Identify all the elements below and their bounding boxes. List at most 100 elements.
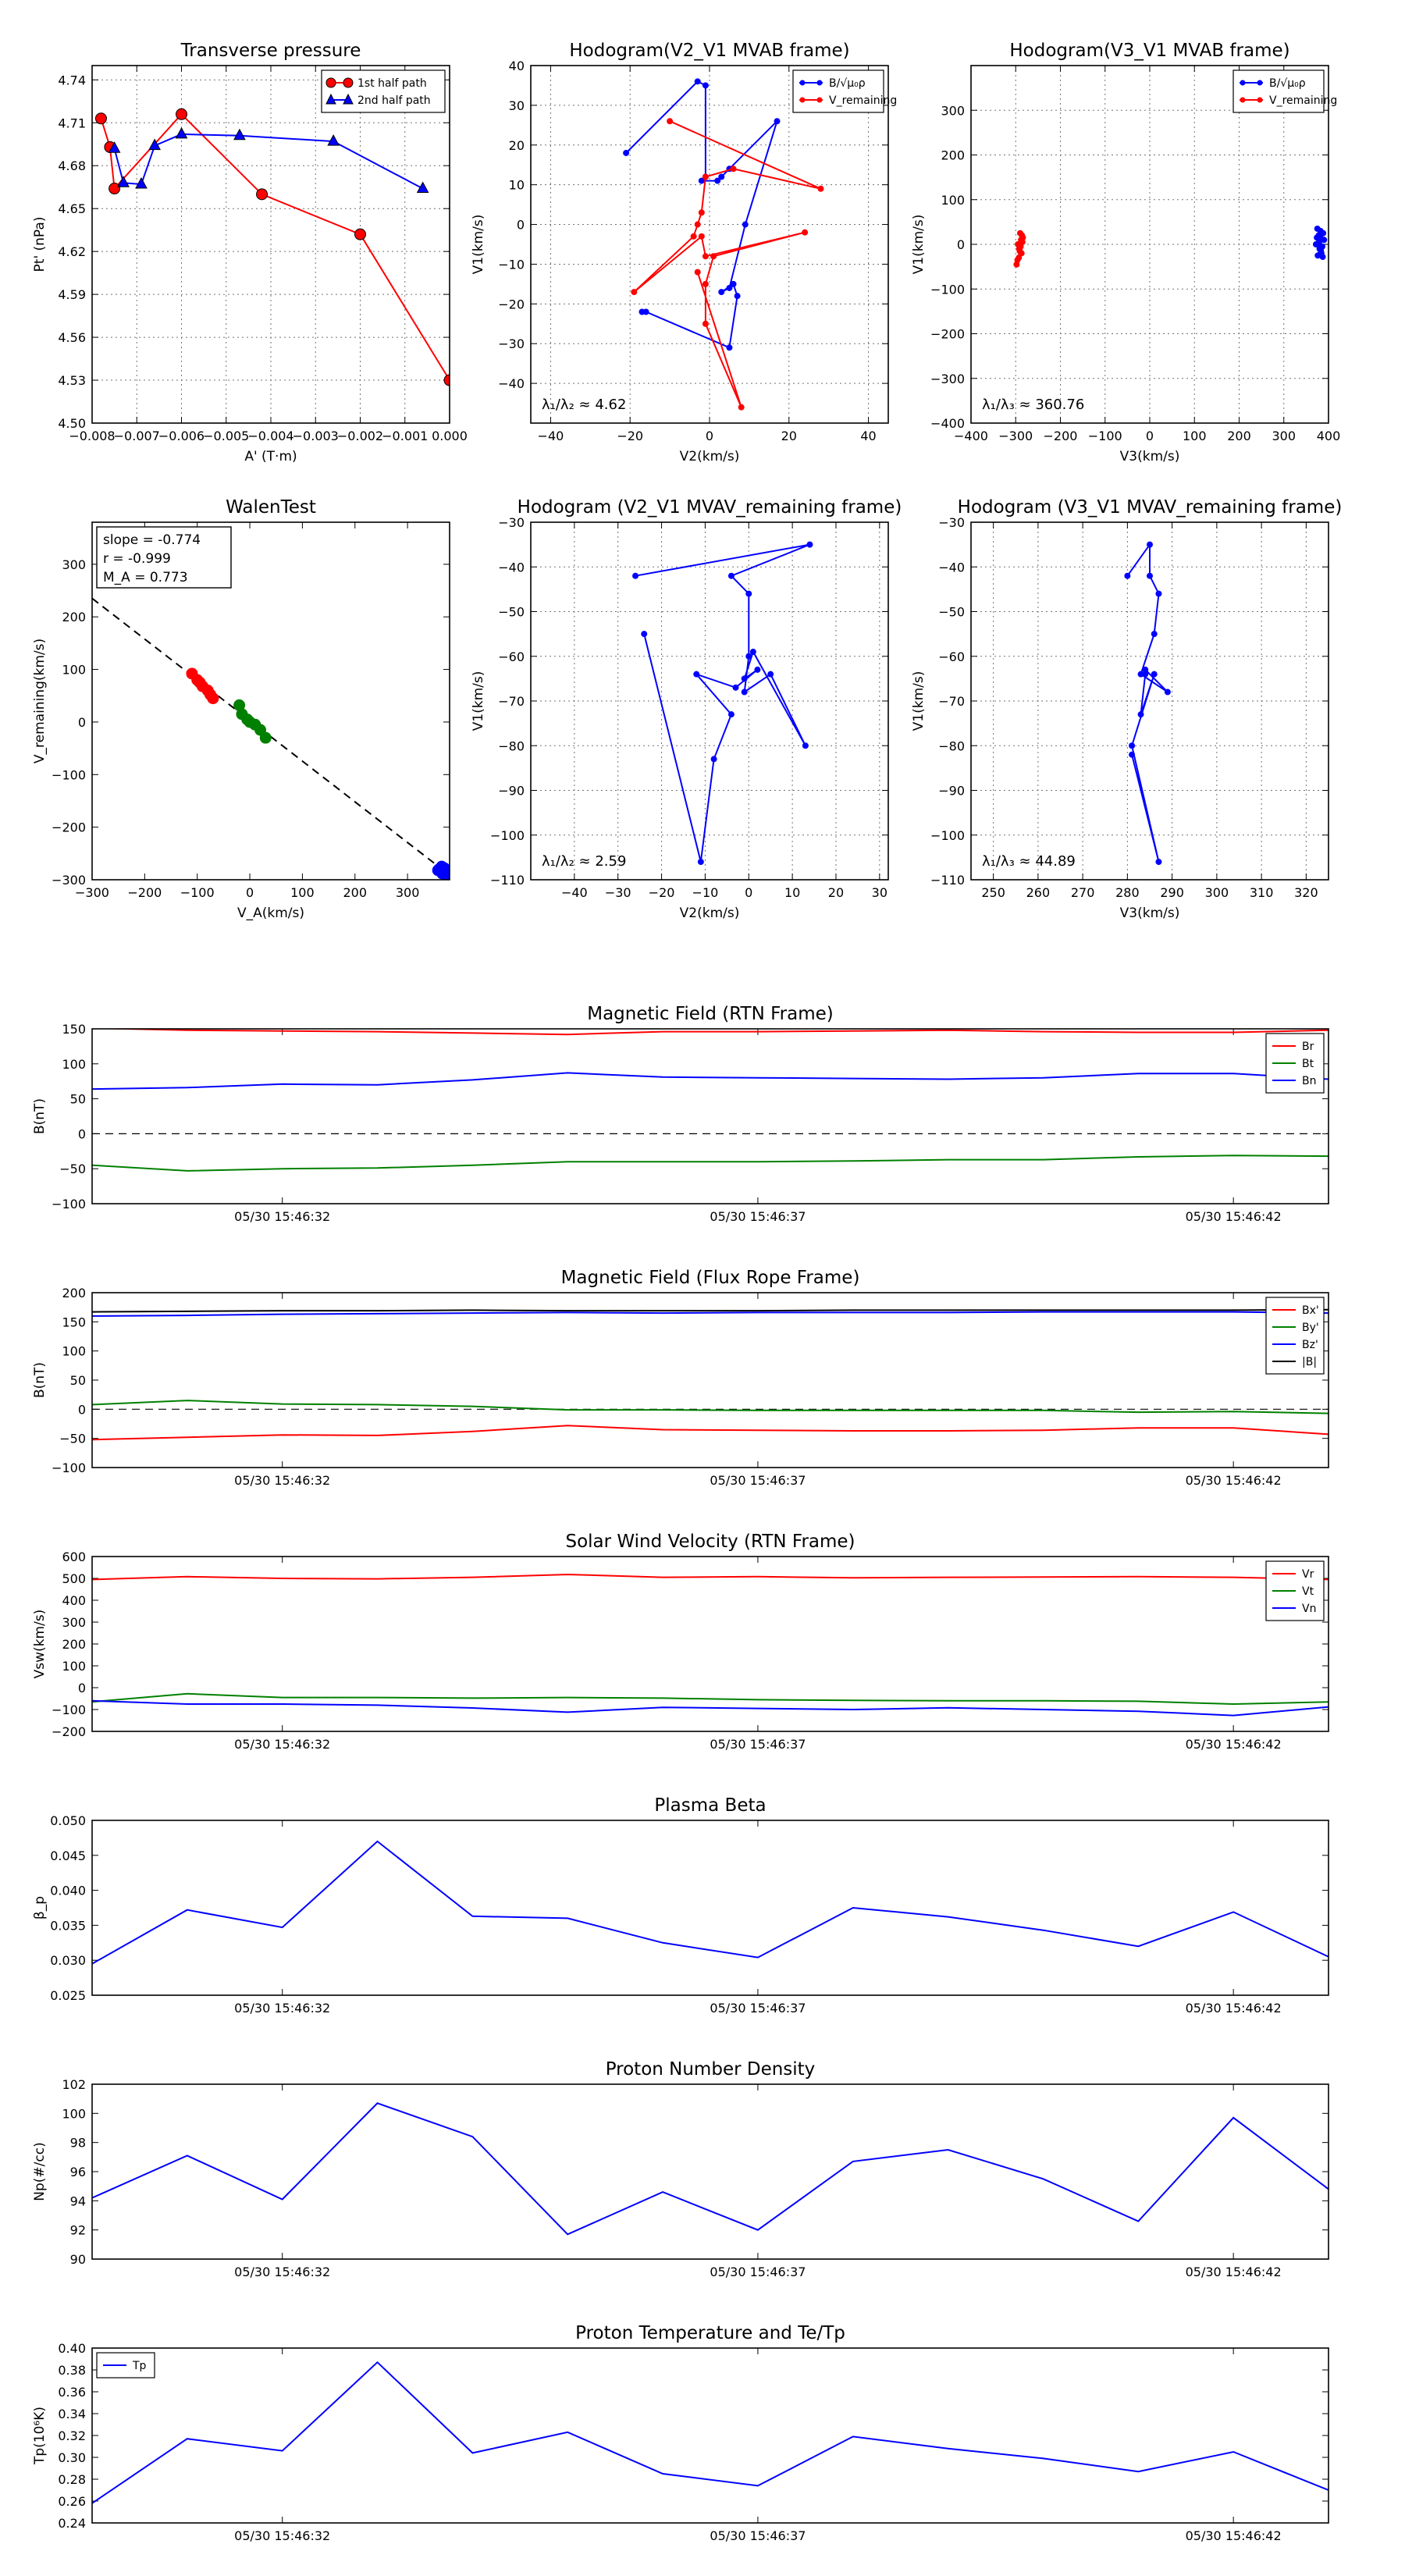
y-tick-label: 0.025 bbox=[50, 1988, 86, 2003]
data-point bbox=[741, 675, 748, 682]
data-point bbox=[175, 126, 188, 139]
y-tick-label: 200 bbox=[941, 148, 965, 163]
legend-label: Vn bbox=[1302, 1603, 1316, 1615]
y-tick-label: 200 bbox=[62, 1637, 86, 1652]
data-point bbox=[806, 541, 813, 548]
y-tick-label: −60 bbox=[938, 649, 965, 664]
y-tick-label: 10 bbox=[509, 178, 525, 193]
data-point bbox=[710, 756, 717, 763]
data-point bbox=[623, 149, 630, 156]
data-point bbox=[667, 118, 674, 125]
y-tick-label: 200 bbox=[62, 1286, 86, 1300]
plot-frame bbox=[91, 1556, 1329, 1732]
legend-label: B/√μ₀ρ bbox=[829, 77, 866, 90]
y-tick-label: −100 bbox=[52, 1703, 86, 1717]
x-tick-label: 05/30 15:46:37 bbox=[710, 2528, 806, 2543]
legend: B/√μ₀ρ V_remaining bbox=[792, 69, 897, 113]
legend-label: Br bbox=[1302, 1041, 1314, 1053]
plot-area bbox=[623, 78, 824, 411]
y-tick-label: −400 bbox=[930, 416, 965, 431]
legend-marker bbox=[816, 97, 823, 103]
data-point bbox=[697, 859, 704, 866]
y-tick-label: 0.24 bbox=[58, 2516, 86, 2531]
x-tick-label: 05/30 15:46:32 bbox=[234, 1737, 330, 1752]
y-tick-label: −110 bbox=[930, 873, 965, 888]
y-axis-label: V1(km/s) bbox=[471, 671, 486, 731]
data-point bbox=[641, 631, 648, 638]
data-point bbox=[1129, 742, 1136, 749]
legend-label: Bz' bbox=[1302, 1339, 1318, 1351]
y-tick-label: 0 bbox=[78, 1681, 86, 1695]
y-tick-label: −60 bbox=[498, 649, 525, 664]
y-tick-label: 300 bbox=[62, 1615, 86, 1630]
series-line-vt bbox=[92, 1692, 1329, 1706]
data-point bbox=[754, 666, 761, 673]
data-point bbox=[767, 671, 774, 678]
stats-line: r = -0.999 bbox=[103, 551, 171, 567]
data-point bbox=[702, 82, 709, 89]
x-tick-label: 300 bbox=[396, 885, 420, 900]
data-point bbox=[710, 253, 717, 260]
data-point bbox=[638, 308, 646, 315]
data-point bbox=[108, 183, 121, 195]
y-tick-label: 0.26 bbox=[58, 2494, 86, 2509]
y-tick-label: −20 bbox=[498, 297, 525, 311]
x-tick-label: −0.004 bbox=[247, 429, 293, 443]
y-tick-label: −50 bbox=[938, 605, 965, 620]
data-point bbox=[718, 173, 725, 180]
x-tick-label: −400 bbox=[954, 429, 988, 443]
y-tick-label: −100 bbox=[490, 828, 525, 843]
y-tick-label: 0.34 bbox=[58, 2407, 86, 2421]
x-tick-label: 310 bbox=[1250, 885, 1274, 900]
x-tick-label: 300 bbox=[1205, 885, 1229, 900]
plot-frame bbox=[970, 521, 1329, 881]
chart-magnetic-field-flux-rope: Magnetic Field (Flux Rope Frame) 05/30 15… bbox=[32, 1268, 1329, 1488]
data-point bbox=[727, 711, 735, 718]
y-tick-label: −100 bbox=[52, 1461, 86, 1475]
y-tick-label: 100 bbox=[62, 1659, 86, 1674]
x-tick-label: 280 bbox=[1115, 885, 1140, 900]
y-tick-label: 150 bbox=[62, 1022, 86, 1037]
legend-label: V_remaining bbox=[1269, 94, 1337, 107]
legend: 1st half path 2nd half path bbox=[321, 69, 446, 113]
plot-area bbox=[92, 1308, 1329, 1441]
data-point bbox=[694, 78, 701, 85]
y-tick-label: −80 bbox=[498, 738, 525, 753]
x-axis-label: A' (T·m) bbox=[244, 449, 297, 464]
data-point bbox=[94, 112, 107, 125]
data-point bbox=[802, 742, 809, 749]
x-tick-label: 320 bbox=[1294, 885, 1318, 900]
y-tick-label: 0.28 bbox=[58, 2472, 86, 2487]
y-tick-label: 0 bbox=[517, 218, 525, 233]
legend-label: |B| bbox=[1302, 1356, 1317, 1368]
chart-title: Hodogram(V3_V1 MVAB frame) bbox=[1009, 41, 1289, 61]
data-point bbox=[148, 138, 161, 151]
y-axis-label: B(nT) bbox=[32, 1362, 48, 1398]
series-line-vremaining bbox=[633, 120, 821, 407]
legend-marker bbox=[799, 80, 806, 86]
y-tick-label: 4.65 bbox=[58, 201, 86, 216]
y-tick-label: −70 bbox=[938, 694, 965, 709]
legend-label: By' bbox=[1302, 1322, 1319, 1334]
y-axis-label: V_remaining(km/s) bbox=[32, 639, 48, 763]
y-tick-label: 0 bbox=[78, 1126, 86, 1141]
data-point bbox=[1142, 671, 1149, 678]
x-tick-label: 260 bbox=[1026, 885, 1051, 900]
y-tick-label: 500 bbox=[62, 1571, 86, 1586]
y-tick-label: 4.74 bbox=[58, 73, 86, 87]
data-point bbox=[726, 344, 733, 351]
data-point bbox=[702, 253, 709, 260]
x-tick-label: 40 bbox=[860, 429, 876, 443]
y-tick-label: 0.040 bbox=[50, 1884, 86, 1898]
y-tick-label: −80 bbox=[938, 738, 965, 753]
x-tick-label: −100 bbox=[1088, 429, 1122, 443]
x-tick-label: 0 bbox=[706, 429, 713, 443]
y-axis-label: Np(#/cc) bbox=[32, 2142, 48, 2201]
data-point bbox=[1014, 257, 1021, 264]
series-line-0 bbox=[635, 543, 810, 863]
y-tick-label: 100 bbox=[941, 193, 965, 208]
y-tick-label: 0 bbox=[957, 237, 965, 252]
tick-marks bbox=[92, 1028, 1329, 1204]
y-tick-label: −40 bbox=[938, 560, 965, 575]
legend-label: Bx' bbox=[1302, 1304, 1319, 1317]
